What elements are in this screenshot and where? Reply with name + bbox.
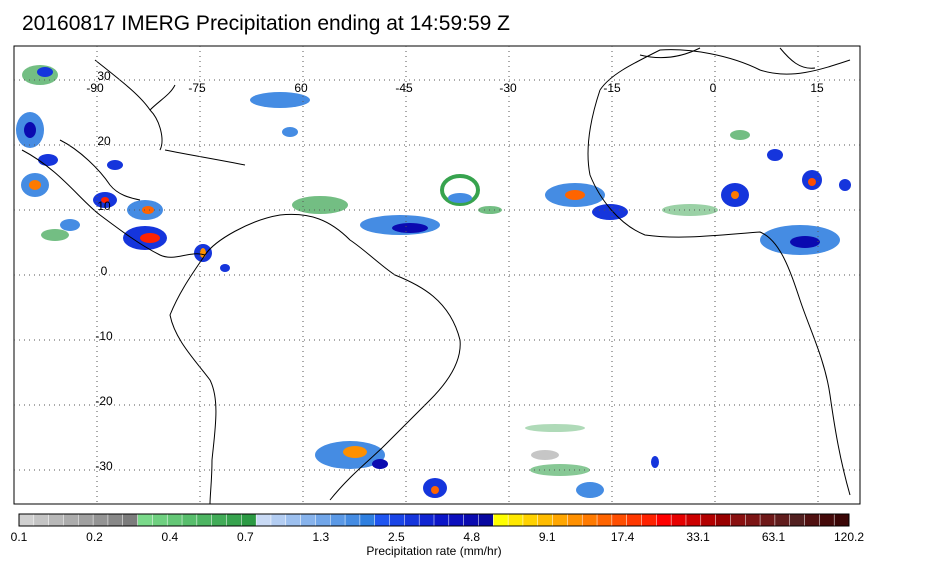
- colorbar-swatch: [493, 513, 509, 527]
- colorbar-tick-label: 2.5: [388, 530, 405, 544]
- colorbar-swatch: [374, 513, 391, 527]
- colorbar-swatch: [344, 513, 361, 527]
- colorbar-swatch: [404, 513, 420, 527]
- colorbar-swatch: [63, 513, 79, 527]
- colorbar-frame: [18, 513, 850, 527]
- colorbar-swatches: [18, 513, 850, 527]
- lon-label: -75: [188, 81, 206, 95]
- colorbar-tick-label: 33.1: [686, 530, 710, 544]
- colorbar-swatch: [715, 513, 731, 527]
- colorbar-swatch: [48, 513, 65, 527]
- colorbar-tick-label: 0.4: [162, 530, 179, 544]
- colorbar-swatch: [581, 513, 598, 527]
- colorbar-swatch: [33, 513, 50, 527]
- colorbar-swatch: [774, 513, 791, 527]
- colorbar-swatch: [152, 513, 168, 527]
- colorbar-swatch: [745, 513, 761, 527]
- colorbar: 0.1 0.2 0.4 0.7 1.3 2.5 4.8 9.1 17.4 33.1 63.1 120.…: [11, 513, 865, 558]
- colorbar-swatch: [137, 513, 153, 527]
- colorbar-tick-label: 1.3: [312, 530, 329, 544]
- colorbar-swatch: [448, 513, 465, 527]
- colorbar-swatch: [611, 513, 628, 527]
- latitude-labels: 30 20 10 0 -10 -20 -30: [95, 69, 113, 473]
- precipitation-field: [16, 65, 851, 498]
- colorbar-swatch: [181, 513, 198, 527]
- colorbar-swatch: [418, 513, 435, 527]
- lat-label: 30: [97, 69, 111, 83]
- colorbar-swatch: [107, 513, 124, 527]
- colorbar-tick-label: 17.4: [611, 530, 635, 544]
- longitude-labels: -90 -75 60 -45 -30 -15 0 15: [86, 81, 824, 95]
- colorbar-swatch: [730, 513, 746, 527]
- colorbar-swatch: [685, 513, 702, 527]
- colorbar-tick-label: 0.1: [11, 530, 28, 544]
- colorbar-swatch: [567, 513, 583, 527]
- colorbar-swatch: [241, 513, 257, 527]
- colorbar-tick-label: 63.1: [762, 530, 786, 544]
- lon-label: -45: [395, 81, 413, 95]
- lon-label: -90: [86, 81, 104, 95]
- colorbar-swatch: [626, 513, 643, 527]
- colorbar-swatch: [700, 513, 717, 527]
- colorbar-swatch: [656, 513, 672, 527]
- colorbar-swatch: [78, 513, 94, 527]
- lon-label: 15: [810, 81, 824, 95]
- map-frame: [13, 45, 861, 505]
- colorbar-swatch: [433, 513, 450, 527]
- lon-label: 0: [710, 81, 717, 95]
- colorbar-swatch: [507, 513, 524, 527]
- colorbar-swatch: [359, 513, 376, 527]
- lat-label: -30: [95, 459, 113, 473]
- colorbar-title: Precipitation rate (mm/hr): [366, 544, 501, 558]
- colorbar-swatch: [226, 513, 242, 527]
- colorbar-swatch: [522, 513, 539, 527]
- colorbar-swatch: [315, 513, 331, 527]
- lon-label: -30: [499, 81, 517, 95]
- colorbar-swatch: [300, 513, 316, 527]
- colorbar-tick-label: 4.8: [463, 530, 480, 544]
- colorbar-swatch: [122, 513, 139, 527]
- colorbar-swatch: [537, 513, 554, 527]
- lat-label: 10: [97, 199, 111, 213]
- colorbar-tick-label: 9.1: [539, 530, 556, 544]
- lat-label: -10: [95, 329, 113, 343]
- colorbar-swatch: [285, 513, 302, 527]
- colorbar-swatch: [389, 513, 405, 527]
- map-area: -90 -75 60 -45 -30 -15 0 15 30 20 10 0 -…: [13, 45, 861, 505]
- colorbar-swatch: [804, 513, 820, 527]
- colorbar-tick-label: 0.2: [86, 530, 103, 544]
- lon-label: -15: [603, 81, 621, 95]
- colorbar-swatch: [596, 513, 613, 527]
- lon-label: 60: [294, 81, 308, 95]
- colorbar-swatch: [670, 513, 687, 527]
- lat-label: 0: [101, 264, 108, 278]
- colorbar-swatch: [819, 513, 835, 527]
- colorbar-swatch: [211, 513, 228, 527]
- colorbar-swatch: [270, 513, 287, 527]
- colorbar-swatch: [759, 513, 776, 527]
- map-title: 20160817 IMERG Precipitation ending at 1…: [22, 12, 510, 35]
- colorbar-tick-label: 120.2: [834, 530, 864, 544]
- colorbar-swatch: [330, 513, 346, 527]
- colorbar-swatch: [196, 513, 213, 527]
- colorbar-swatch: [478, 513, 494, 527]
- coastlines: [21, 47, 851, 505]
- lat-label: -20: [95, 394, 113, 408]
- colorbar-swatch: [92, 513, 109, 527]
- colorbar-swatch: [166, 513, 183, 527]
- colorbar-tick-label: 0.7: [237, 530, 254, 544]
- colorbar-swatch: [641, 513, 657, 527]
- lat-label: 20: [97, 134, 111, 148]
- colorbar-labels: 0.1 0.2 0.4 0.7 1.3 2.5 4.8 9.1 17.4 33.1 63.1 120.…: [11, 530, 865, 544]
- colorbar-swatch: [789, 513, 806, 527]
- gridlines: [14, 46, 860, 504]
- colorbar-swatch: [255, 513, 272, 527]
- colorbar-swatch: [552, 513, 568, 527]
- colorbar-swatch: [463, 513, 480, 527]
- colorbar-swatch: [833, 513, 850, 527]
- colorbar-swatch: [18, 513, 35, 527]
